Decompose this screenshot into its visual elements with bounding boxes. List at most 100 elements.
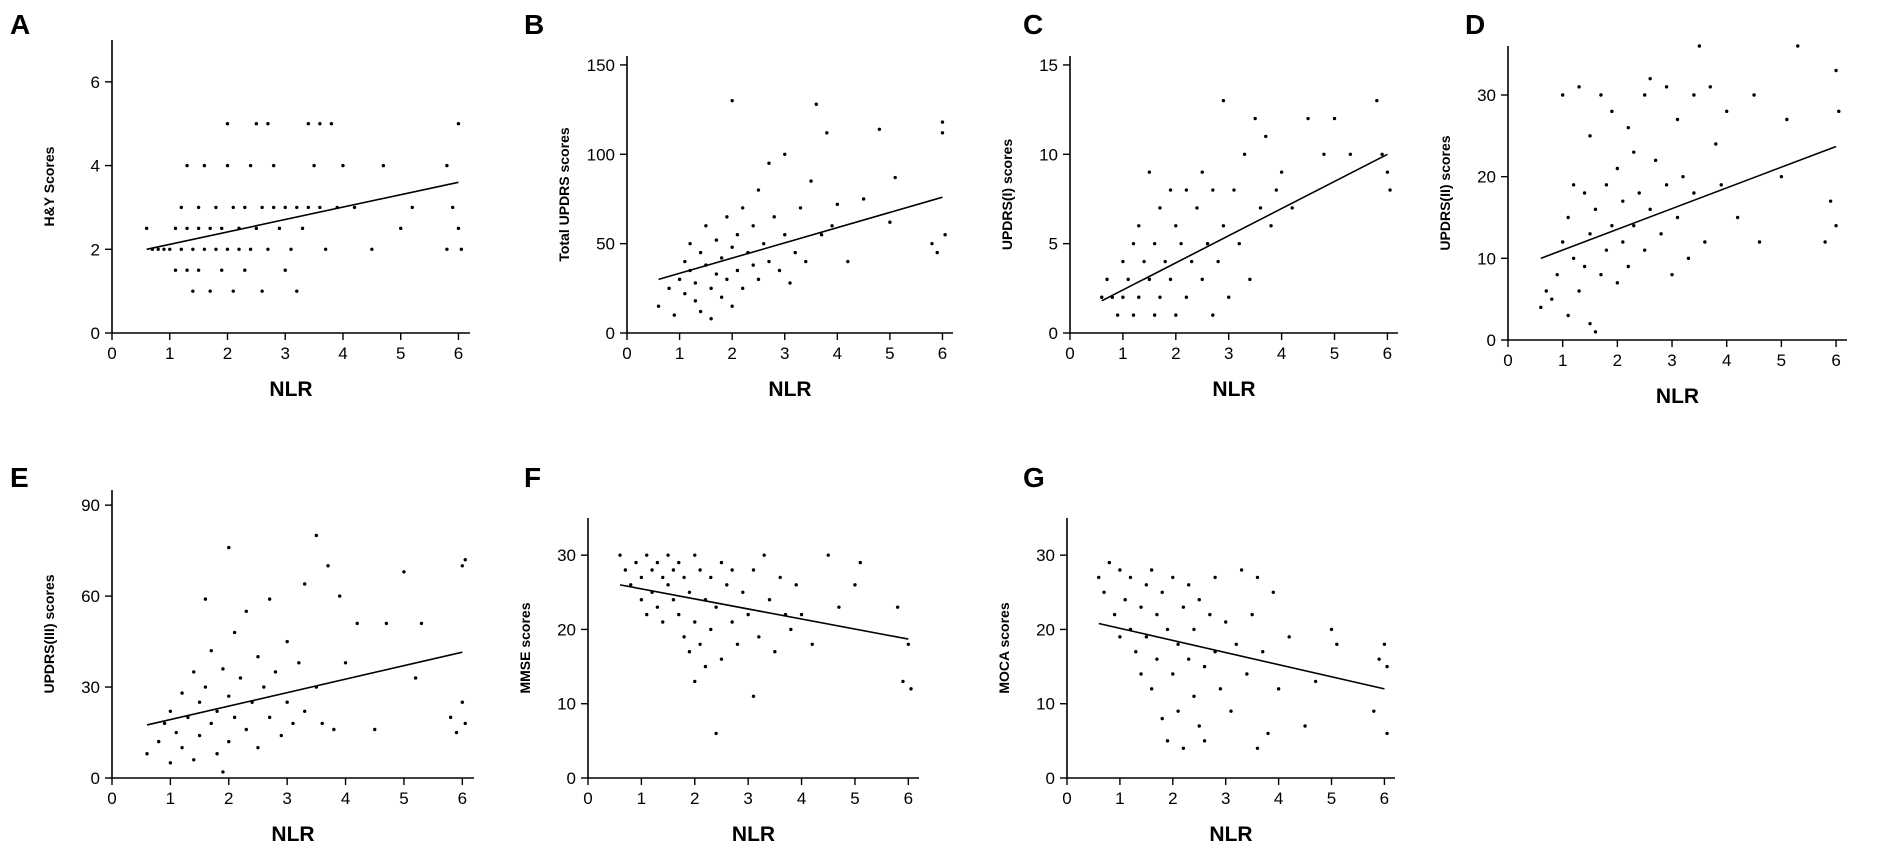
data-point [698, 250, 703, 255]
data-point [232, 715, 237, 720]
data-point [1258, 206, 1263, 210]
data-point [693, 620, 697, 624]
panel-letter: F [524, 462, 541, 493]
data-point [901, 679, 905, 684]
x-axis-label: NLR [1209, 823, 1252, 846]
data-point [1719, 183, 1723, 187]
data-point [1714, 142, 1718, 146]
y-tick-label: 0 [1049, 324, 1058, 343]
data-point [1097, 575, 1101, 580]
data-point [809, 179, 813, 183]
data-point [667, 286, 671, 291]
data-point [1100, 295, 1104, 299]
data-point [767, 161, 771, 165]
regression-line [1101, 153, 1388, 302]
panel-g: G 0 1 2 3 4 5 6 0 10 20 30 NLR MOCA scores [996, 462, 1395, 846]
data-point [730, 98, 734, 103]
data-point [1160, 590, 1164, 594]
data-point [454, 730, 459, 735]
data-point [687, 590, 692, 594]
data-point [830, 224, 834, 228]
y-tick-label: 0 [567, 769, 576, 788]
data-point [1796, 44, 1800, 48]
data-point [197, 733, 202, 738]
y-tick-label: 0 [91, 769, 100, 788]
data-point [225, 247, 230, 251]
data-point [271, 163, 276, 168]
data-point [1642, 248, 1647, 252]
data-point [1221, 98, 1226, 103]
data-point [1555, 272, 1559, 277]
y-tick-label: 30 [1477, 86, 1496, 105]
data-point [215, 709, 219, 714]
y-tick-label: 10 [1477, 249, 1496, 268]
data-point [1675, 215, 1680, 220]
data-point [1599, 272, 1603, 277]
data-point [1274, 188, 1279, 192]
data-point [645, 553, 649, 557]
data-point [1697, 44, 1702, 48]
regression-line [146, 181, 459, 251]
data-point [671, 568, 676, 572]
y-axis-label: UPDRS(II) scores [1437, 135, 1453, 250]
data-point [1752, 93, 1756, 97]
data-point [629, 583, 633, 587]
data-point [762, 241, 766, 246]
data-point [450, 205, 455, 210]
data-point [1181, 605, 1186, 609]
x-tick-label: 4 [1274, 789, 1283, 808]
data-point [1757, 240, 1762, 244]
x-tick-label: 0 [622, 344, 631, 363]
data-point [814, 102, 818, 106]
data-point [1250, 612, 1254, 617]
data-point [1385, 170, 1390, 174]
y-tick-label: 30 [557, 546, 576, 565]
data-point [789, 627, 793, 632]
data-point [1248, 277, 1252, 282]
data-point [1197, 598, 1201, 602]
data-point [773, 650, 777, 654]
data-point [826, 553, 830, 557]
data-point [1115, 313, 1120, 317]
data-point [1675, 117, 1680, 122]
data-point [1560, 240, 1565, 244]
data-point [343, 661, 348, 665]
y-tick-label: 0 [91, 324, 100, 343]
data-point [1681, 174, 1685, 179]
data-point [225, 163, 230, 168]
data-point [655, 560, 660, 565]
data-point [326, 564, 330, 568]
data-point [373, 727, 377, 732]
data-point [1131, 313, 1136, 317]
data-point [168, 761, 173, 765]
x-tick-label: 0 [583, 789, 592, 808]
data-point [1385, 731, 1389, 736]
data-point [191, 289, 195, 293]
y-axis-label: Total UPDRS scores [556, 127, 572, 262]
data-point [314, 533, 319, 538]
data-point [1205, 241, 1210, 246]
y-tick-label: 60 [81, 587, 100, 606]
data-point [1380, 152, 1384, 156]
data-point [225, 122, 230, 126]
data-point [1670, 272, 1674, 277]
data-point [254, 122, 259, 126]
data-point [682, 635, 686, 639]
y-tick-label: 50 [596, 235, 615, 254]
data-point [1211, 188, 1215, 192]
data-point [448, 715, 453, 720]
data-point [300, 226, 305, 231]
data-point [203, 597, 208, 601]
data-point [940, 120, 945, 124]
data-point [1142, 259, 1146, 264]
data-point [1271, 590, 1276, 594]
panel-a: A 0 1 2 3 4 5 6 0 2 4 6 NLR H&Y Scores [10, 9, 470, 401]
data-point [1245, 672, 1249, 676]
x-axis-label: NLR [732, 823, 775, 846]
y-tick-label: 90 [81, 496, 100, 515]
data-point [203, 685, 208, 689]
data-point [677, 277, 682, 282]
data-point [1348, 152, 1353, 156]
x-axis-label: NLR [1656, 385, 1699, 408]
x-tick-label: 4 [833, 344, 842, 363]
